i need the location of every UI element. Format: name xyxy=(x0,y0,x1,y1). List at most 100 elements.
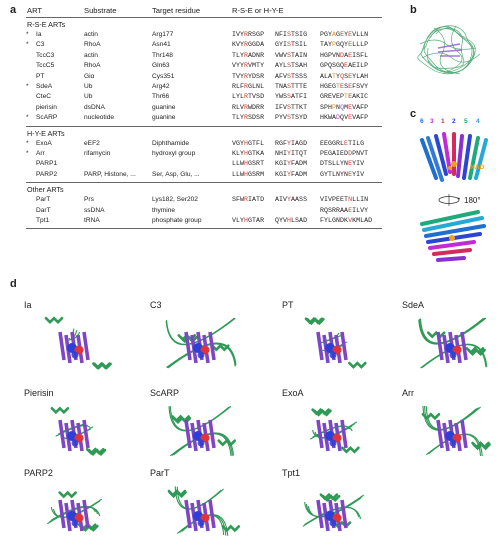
residue-run: HGPVN xyxy=(320,51,341,59)
target-residue-cell: Ser, Asp, Glu, ... xyxy=(152,170,200,178)
residue-run: S xyxy=(344,72,349,80)
residue-run: TILG xyxy=(348,139,365,147)
residue-run: ATFI xyxy=(291,93,308,101)
residue-run: ILVY xyxy=(352,206,369,214)
residue-run: GTAR xyxy=(248,217,265,224)
residue-run: TLY xyxy=(232,51,245,59)
highlighted-residue: Y xyxy=(287,160,292,168)
highlighted-residue: E xyxy=(348,31,353,38)
motif-segment: NFISTSIG xyxy=(275,31,307,38)
col-header-motif: R-S-E or H-Y-E xyxy=(232,6,284,15)
highlighted-residue: Y xyxy=(287,150,292,157)
residue-run: Q xyxy=(340,114,345,122)
highlighted-residue: E xyxy=(340,83,345,90)
motif-segment: KGIYFADM xyxy=(275,171,307,178)
highlighted-residue: H xyxy=(244,150,249,157)
substrate-cell: Giα xyxy=(84,72,95,80)
residue-run: IFV xyxy=(275,103,288,111)
residue-run: SPH xyxy=(320,103,333,111)
residue-run: VAFP xyxy=(352,114,369,122)
residue-run: NHI xyxy=(275,150,288,157)
target-residue-cell: Diphthamide xyxy=(152,139,190,147)
target-residue-cell: Thr66 xyxy=(152,93,170,101)
motif-segment: LLWHGSRT xyxy=(232,160,264,167)
substrate-cell: rifamycin xyxy=(84,150,111,157)
residue-run: RLF xyxy=(232,83,245,90)
residue-run: AASS xyxy=(291,196,308,204)
highlighted-residue: S xyxy=(287,72,292,80)
structure-known-marker: * xyxy=(26,150,29,157)
target-residue-cell: Thr148 xyxy=(152,51,173,59)
residue-run: ADNR xyxy=(248,51,265,59)
structure-label: PARP2 xyxy=(24,468,53,478)
motif-segment: RLFRGLNL xyxy=(232,83,264,90)
residue-run: ALA xyxy=(320,72,333,80)
residue-run: KMLAD xyxy=(352,217,373,224)
residue-run: KVY xyxy=(232,41,245,49)
residue-run: VLY xyxy=(232,217,245,224)
col-header-target: Target residue xyxy=(152,6,201,15)
residue-run: EEGGRL xyxy=(320,139,345,147)
residue-run: YIV xyxy=(352,170,365,178)
substrate-cell: PARP, Histone, ... xyxy=(84,170,136,178)
residue-run: VIVPEET xyxy=(320,196,349,204)
residue-run: ITQT xyxy=(291,150,308,157)
panel-c-bottom-sheet-structure xyxy=(420,210,486,262)
highlighted-residue: S xyxy=(287,114,292,122)
highlighted-residue: T xyxy=(336,83,341,90)
highlighted-residue: R xyxy=(244,83,249,90)
substrate-cell: actin xyxy=(84,31,98,38)
highlighted-residue: E xyxy=(348,51,353,59)
residue-run: Y xyxy=(344,31,349,38)
protein-structure-arr xyxy=(421,405,491,457)
substrate-cell: eEF2 xyxy=(84,139,100,147)
substrate-cell: actin xyxy=(84,51,98,59)
motif-segment: HKWADQVEVAFP xyxy=(320,114,368,121)
substrate-cell: RhoA xyxy=(84,41,101,49)
protein-structure-scarp xyxy=(168,405,237,457)
motif-segment: TAYPGQYELLLP xyxy=(320,41,368,48)
residue-run: AKIC xyxy=(352,93,369,101)
highlighted-residue: Y xyxy=(287,139,292,147)
highlighted-residue: E xyxy=(348,83,353,90)
residue-run: LLIN xyxy=(352,196,369,204)
residue-run: N xyxy=(336,103,341,111)
structure-label: ExoA xyxy=(282,388,304,398)
motif-segment: SFWRIATD xyxy=(232,196,264,203)
motif-segment: VGYHGTFL xyxy=(232,140,264,147)
strand-number: 4 xyxy=(476,118,480,125)
art-name: Tpt1 xyxy=(36,217,50,224)
residue-run: WDRR xyxy=(248,103,265,111)
residue-run: GYI xyxy=(275,41,288,49)
art-name: TccC5 xyxy=(36,62,55,70)
highlighted-residue: E xyxy=(340,31,345,38)
target-residue-cell: Lys182, Ser202 xyxy=(152,196,198,204)
highlighted-residue: H xyxy=(244,217,249,224)
strand-number: 2 xyxy=(452,118,456,125)
strand-number: 1 xyxy=(441,118,445,125)
residue-run: YIV xyxy=(352,160,365,168)
residue-run: TNA xyxy=(275,83,288,90)
residue-run: SDSR xyxy=(248,114,265,122)
rotation-label: 180° xyxy=(464,196,481,205)
group-rule xyxy=(26,125,382,127)
substrate-cell: tRNA xyxy=(84,217,100,224)
highlighted-residue: N xyxy=(348,196,353,204)
residue-run: FADM xyxy=(291,160,308,168)
motif-segment: TLYRADNR xyxy=(232,52,264,59)
highlighted-residue: R xyxy=(244,196,249,204)
highlighted-residue: E xyxy=(344,139,349,147)
protein-structure-pt xyxy=(304,316,367,369)
highlighted-residue: D xyxy=(348,150,353,157)
panel-b-ensemble-structure xyxy=(417,25,481,75)
highlighted-residue: S xyxy=(287,41,292,49)
residue-run: YWS xyxy=(275,93,288,101)
structure-label: ParT xyxy=(150,468,170,478)
highlighted-residue: E xyxy=(348,206,353,214)
panel-c-top-sheet-structure xyxy=(420,132,488,182)
highlighted-residue: Y xyxy=(287,170,292,178)
motif-segment: KLYHGTKA xyxy=(232,150,264,157)
substrate-cell: Ub xyxy=(84,93,93,101)
structure-label: Tpt1 xyxy=(282,468,301,478)
motif-segment: VYYRVMTY xyxy=(232,62,264,69)
